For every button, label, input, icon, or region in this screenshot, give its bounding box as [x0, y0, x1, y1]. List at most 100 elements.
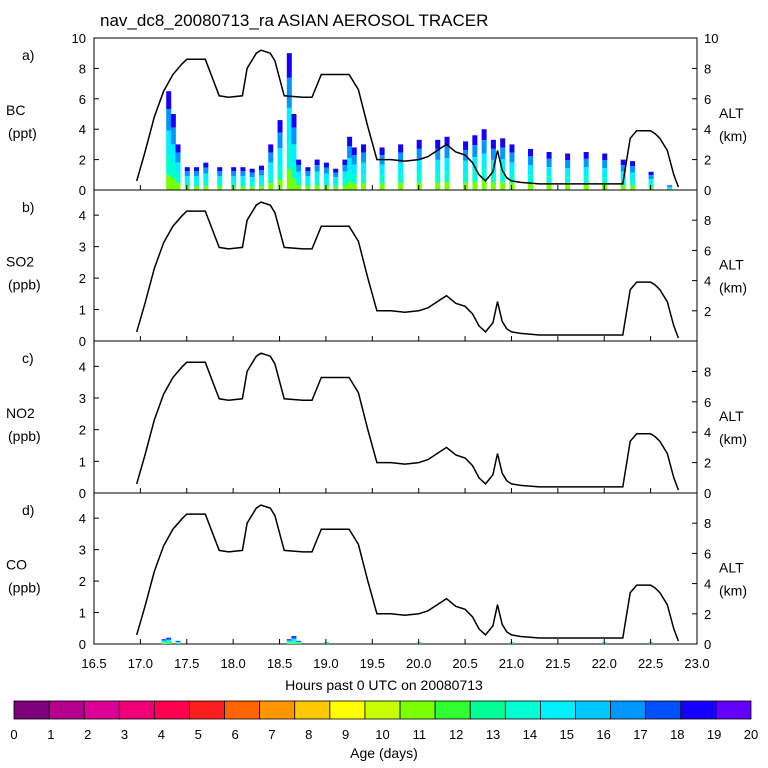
colorbar-tick-label: 12 — [449, 727, 463, 742]
tracer-bar-segment — [463, 160, 469, 173]
tracer-bar-segment — [170, 127, 176, 145]
tracer-bar-segment — [323, 173, 329, 181]
tracer-bar-segment — [305, 167, 311, 172]
tracer-bar-segment — [630, 166, 636, 173]
tracer-bar-segment — [170, 144, 176, 164]
tracer-bar-segment — [333, 186, 339, 190]
tracer-bar-segment — [509, 144, 515, 153]
tracer-bar-segment — [342, 159, 348, 166]
tracer-bar-segment — [444, 171, 450, 183]
tracer-bar-segment — [481, 180, 487, 190]
tracer-bar-segment — [481, 129, 487, 141]
y-tick-label: 0 — [79, 334, 86, 349]
tracer-bar-segment — [481, 153, 487, 169]
alt-tick-label: 8 — [704, 516, 711, 531]
tracer-bar-segment — [296, 179, 302, 186]
tracer-bar-segment — [314, 165, 320, 172]
tracer-bar-segment — [291, 178, 297, 190]
panel-id: d) — [22, 502, 34, 518]
tracer-bar-segment — [565, 168, 571, 178]
tracer-bar-segment — [240, 176, 246, 183]
tracer-bar-segment — [286, 643, 292, 644]
tracer-bar-segment — [231, 182, 237, 187]
tracer-bar-segment — [291, 639, 297, 642]
tracer-bar-segment — [203, 167, 209, 174]
tracer-bar-segment — [296, 642, 302, 643]
tracer-bar-segment — [203, 162, 209, 168]
colorbar-cell — [715, 700, 752, 720]
tracer-bar-segment — [217, 171, 223, 177]
y-tick-label: 1 — [79, 303, 86, 318]
tracer-bar-segment — [648, 179, 654, 184]
alt-tick-label: 4 — [704, 122, 711, 137]
panel-frame — [93, 492, 698, 645]
tracer-bar-segment — [565, 153, 571, 161]
tracer-bar-segment — [277, 132, 283, 149]
alt-tick-label: 2 — [704, 304, 711, 319]
y-tick-label: 2 — [79, 423, 86, 438]
tracer-bar-segment — [291, 163, 297, 179]
tracer-bar-segment — [277, 120, 283, 133]
tracer-bar-segment — [286, 107, 292, 143]
x-tick-label: 20.0 — [406, 656, 431, 671]
tracer-bar-segment — [398, 183, 404, 190]
tracer-bar-segment — [630, 179, 636, 186]
tracer-bar-segment — [194, 182, 200, 187]
tracer-bar-segment — [546, 152, 552, 159]
tracer-bar-segment — [648, 171, 654, 176]
tracer-bars — [166, 53, 673, 190]
tracer-bar-segment — [277, 165, 283, 180]
tracer-bar-segment — [435, 139, 441, 149]
tracer-bar-segment — [667, 186, 673, 188]
panel-so2: 0 1 2 3 4 2 4 6 8 b) SO2 (ppb) ALT (km) — [6, 189, 747, 349]
species-label: BC — [6, 102, 25, 118]
tracer-bar-segment — [296, 185, 302, 190]
alt-tick-label: 2 — [704, 456, 711, 471]
colorbar-cell — [259, 700, 296, 720]
tracer-bar-segment — [500, 147, 506, 159]
tracer-bar-segment — [296, 642, 302, 644]
tracer-bar-segment — [258, 170, 264, 176]
tracer-bar-segment — [286, 639, 292, 641]
tracer-bar-segment — [347, 146, 353, 159]
tracer-bar-segment — [500, 138, 506, 148]
panels: 02468100246810a)BC(ppt)ALT(km)012342468b… — [6, 31, 747, 652]
colorbar-tick-label: 5 — [195, 727, 202, 742]
tracer-bar-segment — [342, 165, 348, 172]
tracer-bar-segment — [291, 637, 297, 640]
tracer-bar-segment — [170, 114, 176, 128]
unit-label: (ppt) — [8, 125, 37, 141]
tracer-bar-segment — [166, 640, 172, 642]
tracer-bar-segment — [166, 643, 172, 644]
tracer-bar-segment — [286, 169, 292, 190]
tracer-bar-segment — [305, 171, 311, 177]
y-tick-label: 3 — [79, 391, 86, 406]
tracer-bar-segment — [351, 164, 357, 176]
alt-tick-label: 4 — [704, 274, 711, 289]
tracer-bar-segment — [528, 156, 534, 166]
tracer-bar-segment — [500, 182, 506, 190]
x-tick-label: 17.0 — [128, 656, 153, 671]
tracer-bar-segment — [620, 159, 626, 166]
tracer-bar-segment — [583, 158, 589, 168]
alt-tick-label: 2 — [704, 607, 711, 622]
tracer-bar-segment — [166, 91, 172, 109]
tracer-bar-segment — [175, 152, 181, 163]
colorbar-tick-label: 3 — [121, 727, 128, 742]
tracer-bar-segment — [286, 77, 292, 108]
tracer-bar-segment — [314, 179, 320, 186]
tracer-bar-segment — [296, 640, 302, 642]
x-tick-label: 20.5 — [452, 656, 477, 671]
tracer-bar-segment — [546, 158, 552, 168]
colorbar-cell — [83, 700, 120, 720]
colorbar-tick-label: 16 — [596, 727, 610, 742]
tracer-bar-segment — [296, 159, 302, 166]
tracer-bar-segment — [435, 148, 441, 160]
tracer-bar-segment — [602, 168, 608, 178]
tracer-bar-segment — [416, 172, 422, 183]
y-tick-label: 2 — [79, 271, 86, 286]
tracer-bar-segment — [351, 183, 357, 190]
tracer-bar-segment — [175, 640, 181, 642]
alt-tick-label: 8 — [704, 364, 711, 379]
tracer-bar-segment — [361, 162, 367, 175]
